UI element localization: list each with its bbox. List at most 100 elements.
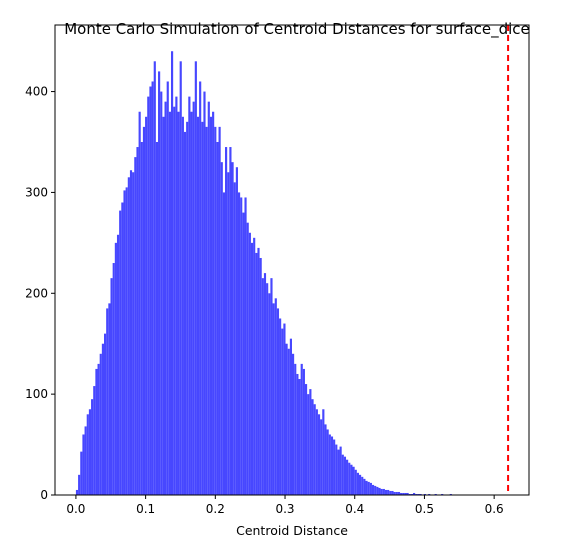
histogram-bar [406,492,409,495]
histogram-bar [337,449,340,495]
histogram-bar [116,234,120,495]
histogram-bar [248,232,251,495]
histogram-bar [413,492,416,495]
histogram-bar [309,389,312,495]
x-tick-label: 0.5 [415,502,434,516]
histogram-bar [391,490,394,495]
histogram-bar [300,363,303,495]
histogram-bar [378,487,381,495]
histogram-bar [393,491,396,495]
histogram-bar [335,444,338,495]
histogram-bar [367,481,370,495]
histogram-bar [434,493,437,495]
histogram-bar [84,426,87,495]
histogram-bar [123,190,126,496]
x-tick-label: 0.6 [485,502,504,516]
histogram-bar [274,298,277,495]
histogram-bar [255,252,258,495]
histogram-bar [233,182,236,495]
histogram-bar [348,462,351,495]
y-tick-label: 400 [25,85,48,99]
histogram-bar [374,485,377,495]
histogram-bar [384,489,388,495]
histogram-bar [235,167,238,495]
histogram-bar [352,466,355,495]
histogram-bar [119,210,122,495]
histogram-bar [86,414,89,495]
histogram-bar [244,197,247,495]
histogram-bar [419,493,422,495]
histogram-bar [356,472,359,495]
histogram-bar [186,121,189,495]
histogram-bar [158,71,161,496]
histogram-bar [101,343,105,495]
histogram-bar [132,172,135,495]
histogram-bar [395,491,398,495]
histogram-bar [250,242,254,495]
histogram-bar [279,318,282,495]
histogram-bar [292,353,295,495]
histogram-bar [328,434,331,495]
histogram-bar [205,126,208,496]
histogram-bar [179,61,182,495]
histogram-bar [225,147,228,495]
histogram-bar [402,492,405,495]
y-tick-label: 200 [25,286,48,300]
histogram-bar [121,202,124,495]
histogram-bar [112,263,115,495]
histogram-bar [222,192,226,495]
histogram-bar [417,493,420,495]
histogram-bar [322,409,325,495]
histogram-bar [231,162,234,495]
histogram-bar [192,101,195,496]
axes-frame [54,24,530,496]
histogram-bar [404,492,407,495]
histogram-bar [127,177,130,495]
histogram-bar [361,476,364,495]
histogram-bar [134,157,137,496]
histogram-bar [199,81,202,496]
histogram-bar [369,482,372,495]
histogram-bar [449,493,452,495]
histogram-bar [218,126,221,496]
histogram-bar [209,116,213,495]
histogram-bar [281,328,284,495]
histogram-bar [188,96,191,496]
histogram-bar [129,170,133,495]
histogram-bar [229,147,232,495]
histogram-bar [341,454,344,495]
histogram-bar [168,111,171,496]
histogram-bar [110,278,113,495]
histogram-bar [276,308,280,495]
histogram-bar [183,131,187,496]
histogram-bar [162,116,165,495]
histogram-bar [220,162,223,495]
histogram-bar [428,493,431,495]
histogram-bar [125,187,128,496]
histogram-bar [324,424,327,495]
histogram-bar [80,451,83,495]
histogram-bar [151,81,154,496]
histogram-bar [343,456,347,495]
histogram-bar [190,111,193,496]
histogram-bar [423,493,426,495]
histogram-bar [350,464,353,495]
histogram-bar [358,474,362,495]
histogram-bar [313,404,316,495]
histogram-bar [175,96,178,496]
histogram-bar [376,486,379,495]
histogram-bar [106,308,109,495]
histogram-bar [242,212,245,496]
histogram-bar [212,111,215,496]
bars-group [75,51,452,496]
histogram-bar [408,493,411,495]
y-tick-label: 100 [25,387,48,401]
histogram-bar [173,106,176,495]
histogram-bar [371,484,375,495]
histogram-bar [268,293,271,495]
histogram-bar [246,222,249,495]
histogram-bar [93,386,96,495]
histogram-bar [194,61,197,495]
histogram-bar [397,491,401,495]
